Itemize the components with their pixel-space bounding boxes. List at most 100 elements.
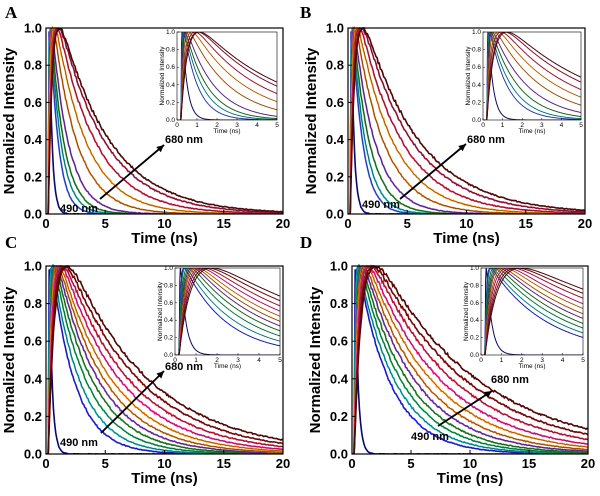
inset-curves [481, 268, 583, 355]
main-axis-x-tick-label: 0 [42, 216, 49, 231]
main-axis-x-tick-label: 10 [157, 216, 171, 231]
fit-line-3 [483, 32, 581, 120]
inset-axis-y-tick-label: 0.0 [166, 117, 175, 124]
fit-line-2 [481, 268, 583, 355]
main-axis-x-tick-label: 5 [102, 456, 109, 471]
main-axis-y-tick-label: 1.0 [24, 259, 42, 274]
fit-line-10 [177, 32, 277, 120]
main-axis-y-tick-label: 0.2 [326, 169, 344, 184]
y-axis-title: Normalized Intensity [1, 47, 18, 194]
inset-axis-x-tick-label: 5 [278, 357, 282, 364]
fit-line-12 [481, 268, 583, 355]
main-axis-x-tick-label: 5 [407, 456, 414, 471]
fit-line-10 [46, 265, 283, 454]
inset-axis-y-tick-label: 1.0 [472, 29, 481, 36]
fit-line-4 [177, 32, 277, 120]
main-axis-y-tick-label: 0.2 [24, 169, 42, 184]
decay-curve-9 [352, 264, 588, 454]
inset-x-title: Time (ns) [518, 363, 545, 370]
main-axis-y-tick-label: 1.0 [330, 259, 348, 274]
fit-line-9 [175, 268, 280, 355]
fit-line-5 [177, 32, 277, 120]
fit-line-12 [46, 265, 283, 454]
inset-axis-x-tick-label: 4 [560, 122, 564, 129]
main-axis-y-tick-label: 1.0 [24, 21, 42, 36]
inset-axis-y-tick-label: 0.4 [164, 317, 173, 324]
inset-axis-y-tick-label: 0.6 [472, 64, 481, 71]
main-axis-x-tick-label: 15 [519, 216, 533, 231]
inset-axis-x-tick-label: 1 [500, 357, 504, 364]
fit-line-6 [483, 32, 581, 120]
fit-line-5 [46, 266, 283, 454]
wavelength-arrow [99, 144, 165, 200]
main-axis-y-tick-label: 0.0 [326, 207, 344, 222]
fit-line-3 [46, 29, 283, 214]
panel-label: B [300, 3, 311, 22]
inset-x-title: Time (ns) [518, 128, 545, 135]
fit-line-4 [481, 268, 583, 355]
fit-line-1 [483, 32, 581, 120]
inset-axis-y-tick-label: 0.2 [164, 335, 173, 342]
inset-axis-x-tick-label: 0 [481, 122, 485, 129]
inset-axis-y-tick-label: 0.2 [472, 99, 481, 106]
wavelength-arrow [437, 390, 493, 427]
fit-line-10 [46, 27, 283, 214]
label-490nm: 490 nm [60, 203, 98, 215]
fit-line-10 [481, 268, 583, 355]
fit-line-10 [175, 268, 280, 355]
arrow-head [156, 145, 164, 153]
inset-curves [175, 268, 280, 355]
label-490nm: 490 nm [411, 431, 449, 443]
inset-background [483, 32, 581, 120]
inset-axis-y-tick-label: 0.4 [472, 82, 481, 89]
inset-curves [483, 32, 581, 120]
main-axis-x-tick-label: 20 [578, 216, 592, 231]
inset-axis-x-tick-label: 3 [236, 357, 240, 364]
main-axis-y-tick-label: 0.0 [24, 447, 42, 462]
inset-y-title: Normalized Intensity [465, 46, 472, 106]
inset-axis-y-tick-label: 0.0 [470, 352, 479, 359]
arrow-head [156, 371, 164, 379]
fit-line-3 [352, 265, 588, 454]
main-axis-x-tick-label: 15 [217, 216, 231, 231]
main-axis-y-tick-label: 0.6 [24, 95, 42, 110]
arrow-head [458, 144, 466, 152]
main-axis-x-tick-label: 5 [404, 216, 411, 231]
fit-line-11 [175, 268, 280, 355]
inset-axis-y-tick-label: 0.8 [166, 47, 175, 54]
label-490nm: 490 nm [60, 437, 98, 449]
main-axis-y-tick-label: 0.8 [24, 296, 42, 311]
label-680nm: 680 nm [467, 134, 505, 146]
fit-line-4 [352, 265, 588, 454]
inset-axis-x-tick-label: 4 [257, 357, 261, 364]
panel-label: D [300, 233, 312, 252]
inset-curves [177, 32, 277, 120]
fit-line-9 [483, 32, 581, 120]
inset-axis-x-tick-label: 3 [540, 357, 544, 364]
inset-axis-x-tick-label: 0 [173, 357, 177, 364]
wavelength-arrow [100, 370, 165, 434]
inset-axis-y-tick-label: 1.0 [470, 265, 479, 272]
label-490nm: 490 nm [362, 199, 400, 211]
wavelength-arrow [399, 143, 467, 200]
fit-line-3 [481, 268, 583, 355]
fit-line-8 [46, 266, 283, 454]
main-axis-y-tick-label: 0.4 [326, 132, 345, 147]
fit-line-3 [348, 30, 585, 214]
fit-line-1 [175, 268, 280, 355]
fit-line-4 [175, 268, 280, 355]
main-axis-x-tick-label: 10 [459, 216, 473, 231]
fit-line-2 [46, 28, 283, 214]
panel-label: C [5, 233, 17, 252]
main-axis-x-tick-label: 15 [522, 456, 536, 471]
fit-line-8 [352, 265, 588, 454]
y-axis-title: Normalized Intensity [303, 47, 320, 194]
decay-curve-11 [352, 265, 588, 454]
main-axis-y-tick-label: 0.4 [24, 371, 43, 386]
main-axis-x-tick-label: 5 [102, 216, 109, 231]
fit-line-9 [46, 27, 283, 214]
fit-line-5 [352, 266, 588, 454]
